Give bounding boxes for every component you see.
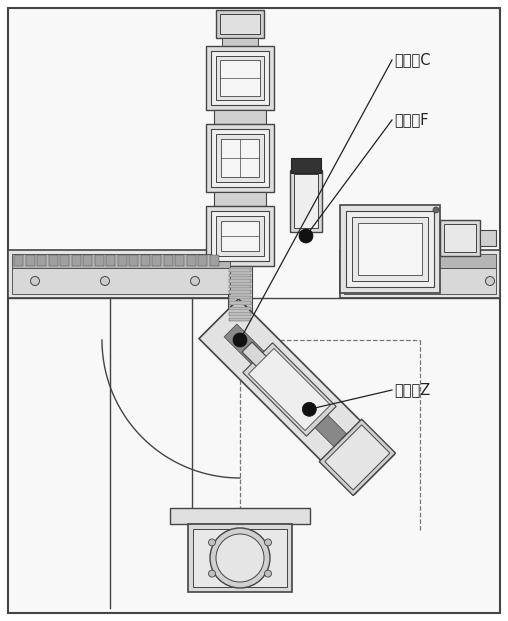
Text: 中心点C: 中心点C	[394, 53, 430, 68]
Circle shape	[265, 570, 271, 577]
Polygon shape	[319, 419, 396, 496]
Circle shape	[302, 402, 316, 416]
Bar	[229, 307, 251, 310]
Bar	[141, 255, 149, 266]
Bar	[106, 255, 115, 266]
Bar	[211, 51, 269, 105]
Circle shape	[208, 539, 215, 546]
Bar	[221, 139, 259, 177]
Circle shape	[208, 570, 215, 577]
Bar	[216, 10, 264, 38]
Bar	[164, 255, 173, 266]
Bar	[480, 230, 496, 246]
Bar	[152, 255, 161, 266]
Circle shape	[101, 276, 110, 286]
Circle shape	[299, 229, 313, 243]
Bar	[186, 255, 196, 266]
Bar	[198, 255, 207, 266]
Circle shape	[265, 539, 271, 546]
Circle shape	[233, 333, 247, 347]
Bar	[220, 14, 260, 34]
Polygon shape	[242, 342, 273, 373]
Bar	[440, 220, 480, 256]
Bar	[229, 312, 251, 315]
Polygon shape	[325, 425, 390, 490]
Bar	[188, 524, 292, 592]
Bar	[218, 328, 262, 340]
Polygon shape	[251, 351, 313, 414]
Bar	[229, 273, 251, 277]
Bar	[170, 508, 310, 524]
Bar	[25, 255, 35, 266]
Circle shape	[216, 534, 264, 582]
Circle shape	[356, 276, 365, 286]
Bar	[216, 134, 264, 182]
Bar	[83, 255, 92, 266]
Bar	[60, 255, 69, 266]
Bar	[444, 224, 476, 252]
Bar	[211, 129, 269, 187]
Circle shape	[210, 528, 270, 588]
Bar	[229, 290, 251, 294]
Bar	[229, 268, 251, 271]
Polygon shape	[248, 348, 331, 430]
Bar	[193, 529, 287, 587]
Bar	[14, 255, 23, 266]
Text: 点胶点Z: 点胶点Z	[394, 383, 430, 397]
Bar	[221, 221, 259, 251]
Bar	[294, 174, 318, 228]
Bar	[211, 211, 269, 261]
Bar	[209, 255, 218, 266]
Bar	[48, 255, 57, 266]
Circle shape	[433, 207, 439, 213]
Bar	[94, 255, 104, 266]
Bar	[222, 38, 258, 46]
Bar	[346, 211, 434, 287]
Bar	[229, 301, 251, 304]
Circle shape	[486, 276, 494, 286]
Bar	[8, 250, 234, 298]
Bar	[344, 254, 496, 268]
Bar	[290, 170, 322, 232]
Polygon shape	[224, 324, 369, 469]
Bar	[229, 317, 251, 321]
Bar	[72, 255, 80, 266]
Bar	[344, 268, 496, 294]
Bar	[340, 205, 440, 293]
Bar	[129, 255, 138, 266]
Bar	[206, 46, 274, 110]
Bar	[206, 124, 274, 192]
Bar	[216, 216, 264, 256]
Circle shape	[30, 276, 40, 286]
Bar	[291, 158, 321, 173]
Bar	[37, 255, 46, 266]
Bar	[12, 254, 230, 268]
Text: 中心点F: 中心点F	[394, 112, 429, 127]
Bar	[214, 110, 266, 124]
Bar	[220, 60, 260, 96]
Bar	[340, 250, 500, 298]
Polygon shape	[199, 299, 394, 494]
Bar	[216, 56, 264, 100]
Circle shape	[190, 276, 200, 286]
Bar	[358, 223, 422, 275]
Bar	[206, 206, 274, 266]
Bar	[229, 284, 251, 288]
Bar	[229, 296, 251, 299]
Bar	[228, 266, 252, 328]
Bar	[12, 268, 230, 294]
Bar	[175, 255, 184, 266]
Bar	[229, 279, 251, 283]
Polygon shape	[243, 343, 336, 436]
Bar	[117, 255, 126, 266]
Bar	[352, 217, 428, 281]
Bar	[214, 192, 266, 206]
